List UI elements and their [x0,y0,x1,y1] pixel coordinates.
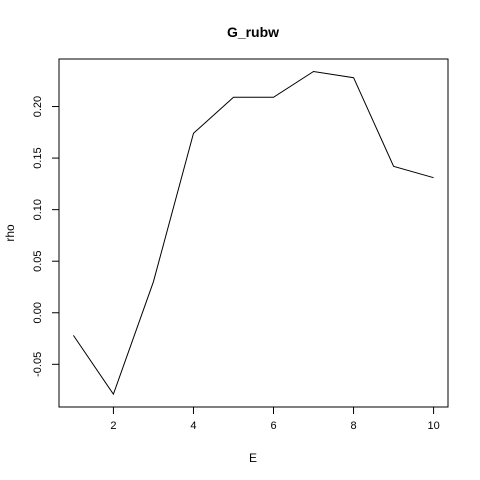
x-tick-label: 4 [190,420,196,432]
series-layer [72,70,434,396]
x-tick-label: 8 [350,420,356,432]
x-tick-label: 6 [270,420,276,432]
plot-frame [58,58,449,408]
series-line [72,70,434,396]
y-tick-label: 0.10 [32,199,44,220]
x-axis-label: E [249,451,257,465]
y-tick-label: 0.15 [32,147,44,168]
y-axis-label: rho [3,224,17,242]
y-tick-label: 0.20 [32,96,44,117]
y-tick-label: 0.05 [32,250,44,271]
x-tick-label: 2 [110,420,116,432]
y-tick-label: 0.00 [32,302,44,323]
y-axis: -0.05 0.00 0.05 0.10 0.15 0.20 [32,96,60,377]
chart-title: G_rubw [227,24,279,40]
x-axis: 2 4 6 8 10 [110,406,440,432]
x-tick-label: 10 [427,420,439,432]
y-tick-label: -0.05 [32,352,44,377]
